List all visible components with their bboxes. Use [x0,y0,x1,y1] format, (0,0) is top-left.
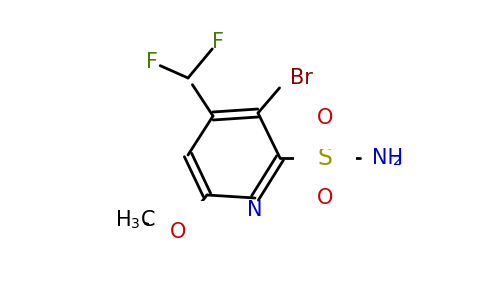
Text: C: C [141,210,155,230]
Text: O: O [317,188,333,208]
Text: S: S [318,146,333,170]
Text: O: O [170,222,186,242]
Text: H: H [116,210,132,230]
Text: 3: 3 [131,217,140,231]
Text: N: N [247,200,263,220]
Text: O: O [317,108,333,128]
Text: F: F [212,32,224,52]
Text: NH: NH [372,148,403,168]
Text: Br: Br [290,68,313,88]
Text: 2: 2 [393,154,402,168]
Text: F: F [146,52,158,72]
